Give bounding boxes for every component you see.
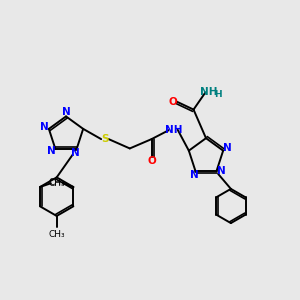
- Text: O: O: [147, 156, 156, 166]
- Text: NH: NH: [200, 88, 218, 98]
- Text: S: S: [101, 134, 109, 144]
- Text: NH: NH: [165, 125, 182, 135]
- FancyBboxPatch shape: [169, 127, 177, 132]
- Text: N: N: [190, 170, 199, 180]
- FancyBboxPatch shape: [207, 89, 217, 96]
- FancyBboxPatch shape: [48, 148, 54, 153]
- FancyBboxPatch shape: [72, 151, 78, 156]
- FancyBboxPatch shape: [42, 124, 47, 129]
- Text: N: N: [47, 146, 56, 156]
- Text: CH₃: CH₃: [48, 230, 65, 239]
- Text: N: N: [61, 107, 70, 117]
- FancyBboxPatch shape: [63, 110, 69, 114]
- Text: N: N: [71, 148, 80, 158]
- Text: N: N: [217, 167, 225, 176]
- Text: N: N: [40, 122, 49, 132]
- FancyBboxPatch shape: [170, 99, 176, 104]
- FancyBboxPatch shape: [149, 158, 155, 164]
- FancyBboxPatch shape: [102, 136, 108, 142]
- Text: N: N: [223, 143, 232, 153]
- FancyBboxPatch shape: [191, 173, 197, 177]
- Text: O: O: [169, 97, 178, 107]
- FancyBboxPatch shape: [218, 169, 224, 174]
- Text: CH₃: CH₃: [48, 178, 65, 188]
- Text: CH₃: CH₃: [49, 179, 65, 188]
- Text: H: H: [214, 90, 222, 99]
- FancyBboxPatch shape: [225, 146, 230, 150]
